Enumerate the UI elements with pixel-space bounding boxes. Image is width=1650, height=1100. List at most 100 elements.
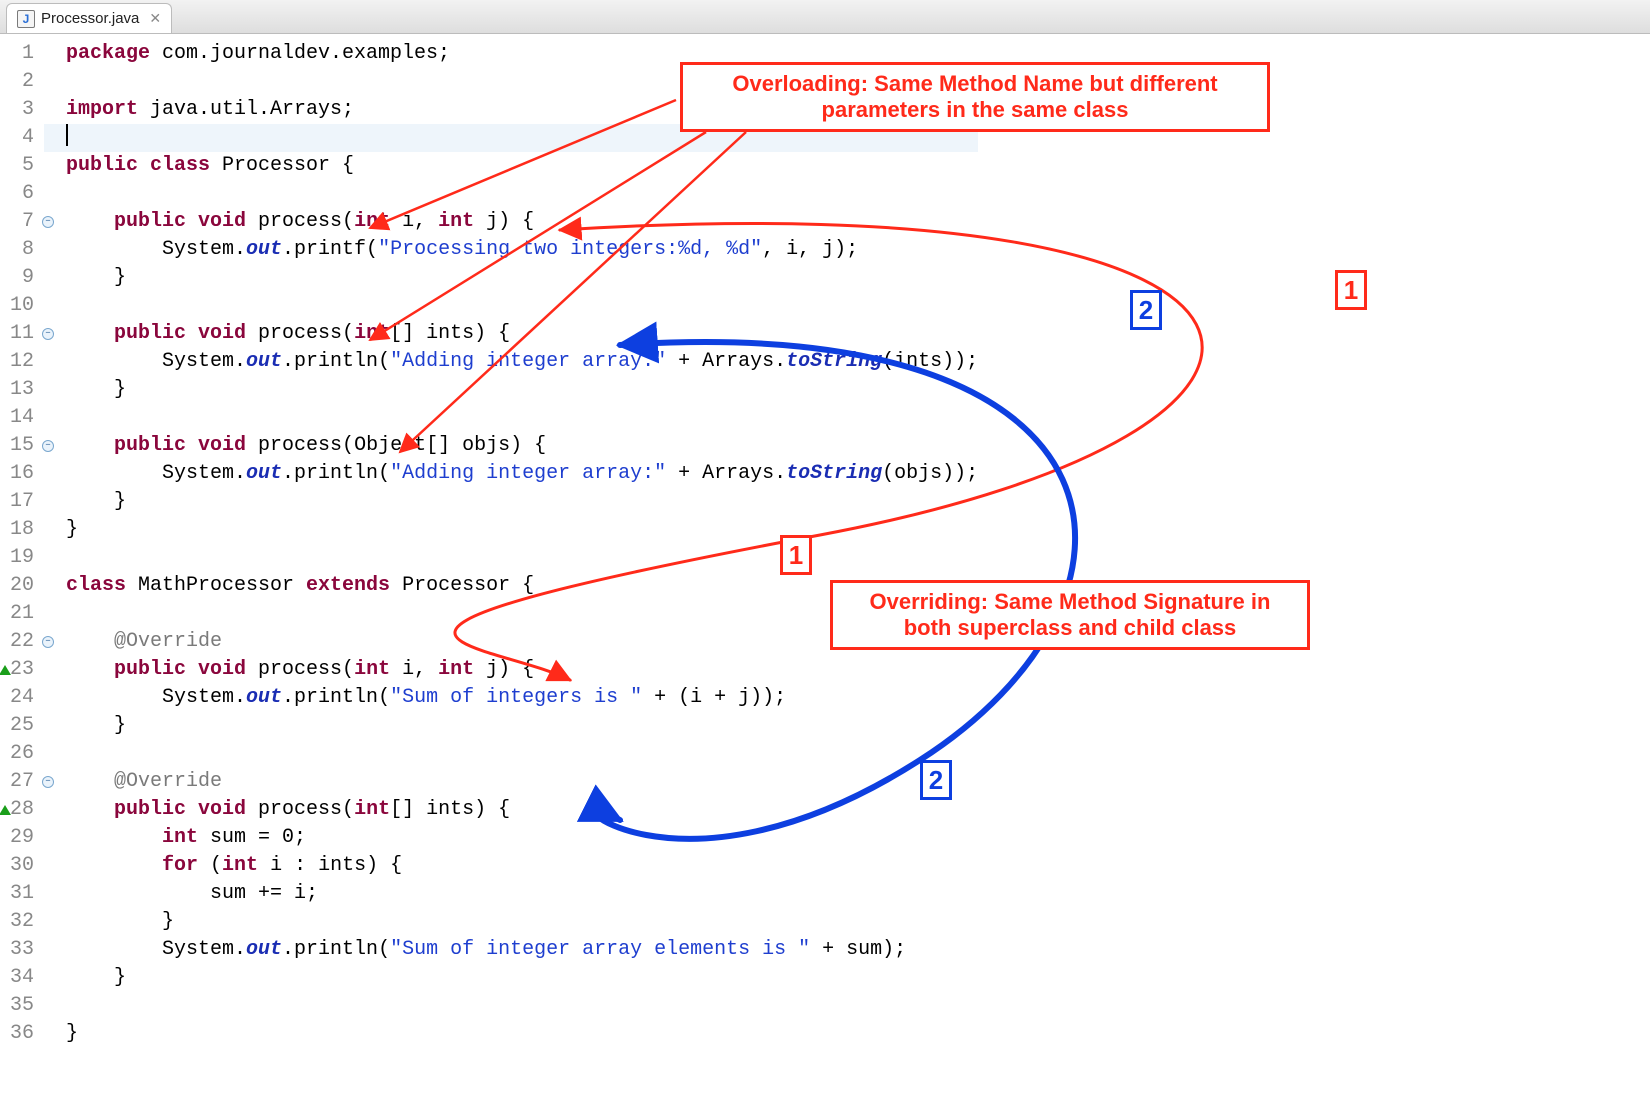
line-number: 25 — [0, 712, 40, 740]
code-token: process(Object[] objs) { — [258, 434, 546, 457]
override-marker-icon — [0, 665, 11, 675]
code-token: System. — [66, 938, 246, 961]
code-line[interactable] — [44, 124, 978, 152]
code-token — [66, 826, 162, 849]
code-token: , i, j); — [762, 238, 858, 261]
code-token: [] ints) { — [390, 798, 510, 821]
code-line[interactable]: import java.util.Arrays; — [66, 96, 978, 124]
code-line[interactable]: sum += i; — [66, 880, 978, 908]
line-number: 8 — [0, 236, 40, 264]
code-line[interactable]: public class Processor { — [66, 152, 978, 180]
code-token: j) { — [474, 210, 534, 233]
line-number-gutter: 1234567–891011–12131415–16171819202122–2… — [0, 34, 44, 1048]
code-area[interactable]: package com.journaldev.examples; import j… — [44, 34, 978, 1048]
code-token: java.util.Arrays; — [150, 98, 354, 121]
code-token: j) { — [474, 658, 534, 681]
line-number: 26 — [0, 740, 40, 768]
code-line[interactable]: System.out.printf("Processing two intege… — [66, 236, 978, 264]
code-token: @Override — [114, 770, 222, 793]
code-line[interactable] — [66, 68, 978, 96]
code-line[interactable]: } — [66, 1020, 978, 1048]
code-token: } — [66, 910, 174, 933]
code-line[interactable]: int sum = 0; — [66, 824, 978, 852]
text-cursor — [66, 124, 68, 146]
code-line[interactable]: } — [66, 908, 978, 936]
code-line[interactable]: public void process(int[] ints) { — [66, 320, 978, 348]
code-token: + Arrays. — [666, 462, 786, 485]
code-line[interactable] — [66, 544, 978, 572]
code-line[interactable]: class MathProcessor extends Processor { — [66, 572, 978, 600]
code-token: out — [246, 462, 282, 485]
code-line[interactable]: @Override — [66, 628, 978, 656]
line-number: 19 — [0, 544, 40, 572]
code-line[interactable] — [66, 992, 978, 1020]
code-line[interactable] — [66, 740, 978, 768]
code-line[interactable] — [66, 180, 978, 208]
code-line[interactable]: System.out.println("Sum of integer array… — [66, 936, 978, 964]
code-token: Processor { — [222, 154, 354, 177]
code-token: int — [354, 322, 390, 345]
code-line[interactable]: public void process(int i, int j) { — [66, 208, 978, 236]
code-line[interactable]: } — [66, 964, 978, 992]
code-line[interactable]: } — [66, 516, 978, 544]
line-number: 5 — [0, 152, 40, 180]
code-line[interactable]: public void process(Object[] objs) { — [66, 432, 978, 460]
code-line[interactable]: System.out.println("Adding integer array… — [66, 460, 978, 488]
code-line[interactable]: } — [66, 264, 978, 292]
line-number: 29 — [0, 824, 40, 852]
code-token: "Processing two integers:%d, %d" — [378, 238, 762, 261]
code-line[interactable]: } — [66, 376, 978, 404]
code-token: "Sum of integers is " — [390, 686, 642, 709]
code-token: sum = 0; — [210, 826, 306, 849]
code-line[interactable]: System.out.println("Sum of integers is "… — [66, 684, 978, 712]
line-number: 22– — [0, 628, 40, 656]
code-line[interactable] — [66, 292, 978, 320]
fold-icon[interactable]: – — [42, 216, 54, 228]
code-line[interactable]: public void process(int[] ints) { — [66, 796, 978, 824]
code-token: import — [66, 98, 150, 121]
code-token: i, — [390, 210, 438, 233]
code-token: process( — [258, 322, 354, 345]
code-token: extends — [306, 574, 402, 597]
code-token: System. — [66, 238, 246, 261]
code-token: Processor { — [402, 574, 534, 597]
code-line[interactable]: for (int i : ints) { — [66, 852, 978, 880]
code-token: out — [246, 686, 282, 709]
code-token: } — [66, 518, 78, 541]
code-line[interactable]: public void process(int i, int j) { — [66, 656, 978, 684]
line-number: 24 — [0, 684, 40, 712]
code-line[interactable]: } — [66, 488, 978, 516]
code-token: .println( — [282, 350, 390, 373]
code-token: int — [354, 210, 390, 233]
code-line[interactable] — [66, 600, 978, 628]
code-token: .printf( — [282, 238, 378, 261]
code-token: out — [246, 938, 282, 961]
code-line[interactable]: System.out.println("Adding integer array… — [66, 348, 978, 376]
fold-icon[interactable]: – — [42, 328, 54, 340]
code-editor[interactable]: 1234567–891011–12131415–16171819202122–2… — [0, 34, 1650, 1048]
code-token: + Arrays. — [666, 350, 786, 373]
fold-icon[interactable]: – — [42, 776, 54, 788]
line-number: 9 — [0, 264, 40, 292]
fold-icon[interactable]: – — [42, 636, 54, 648]
line-number: 3 — [0, 96, 40, 124]
close-icon[interactable]: ✕ — [149, 10, 161, 27]
code-token — [66, 798, 114, 821]
line-number: 35 — [0, 992, 40, 1020]
code-token: class — [66, 574, 138, 597]
code-token: package — [66, 42, 162, 65]
line-number: 17 — [0, 488, 40, 516]
code-line[interactable]: @Override — [66, 768, 978, 796]
line-number: 15– — [0, 432, 40, 460]
fold-icon[interactable]: – — [42, 440, 54, 452]
code-token: ( — [210, 854, 222, 877]
code-token: } — [66, 966, 126, 989]
code-line[interactable]: } — [66, 712, 978, 740]
code-token: public class — [66, 154, 222, 177]
code-line[interactable]: package com.journaldev.examples; — [66, 40, 978, 68]
file-tab[interactable]: J Processor.java ✕ — [6, 3, 172, 33]
line-number: 14 — [0, 404, 40, 432]
line-number: 32 — [0, 908, 40, 936]
line-number: 21 — [0, 600, 40, 628]
code-line[interactable] — [66, 404, 978, 432]
